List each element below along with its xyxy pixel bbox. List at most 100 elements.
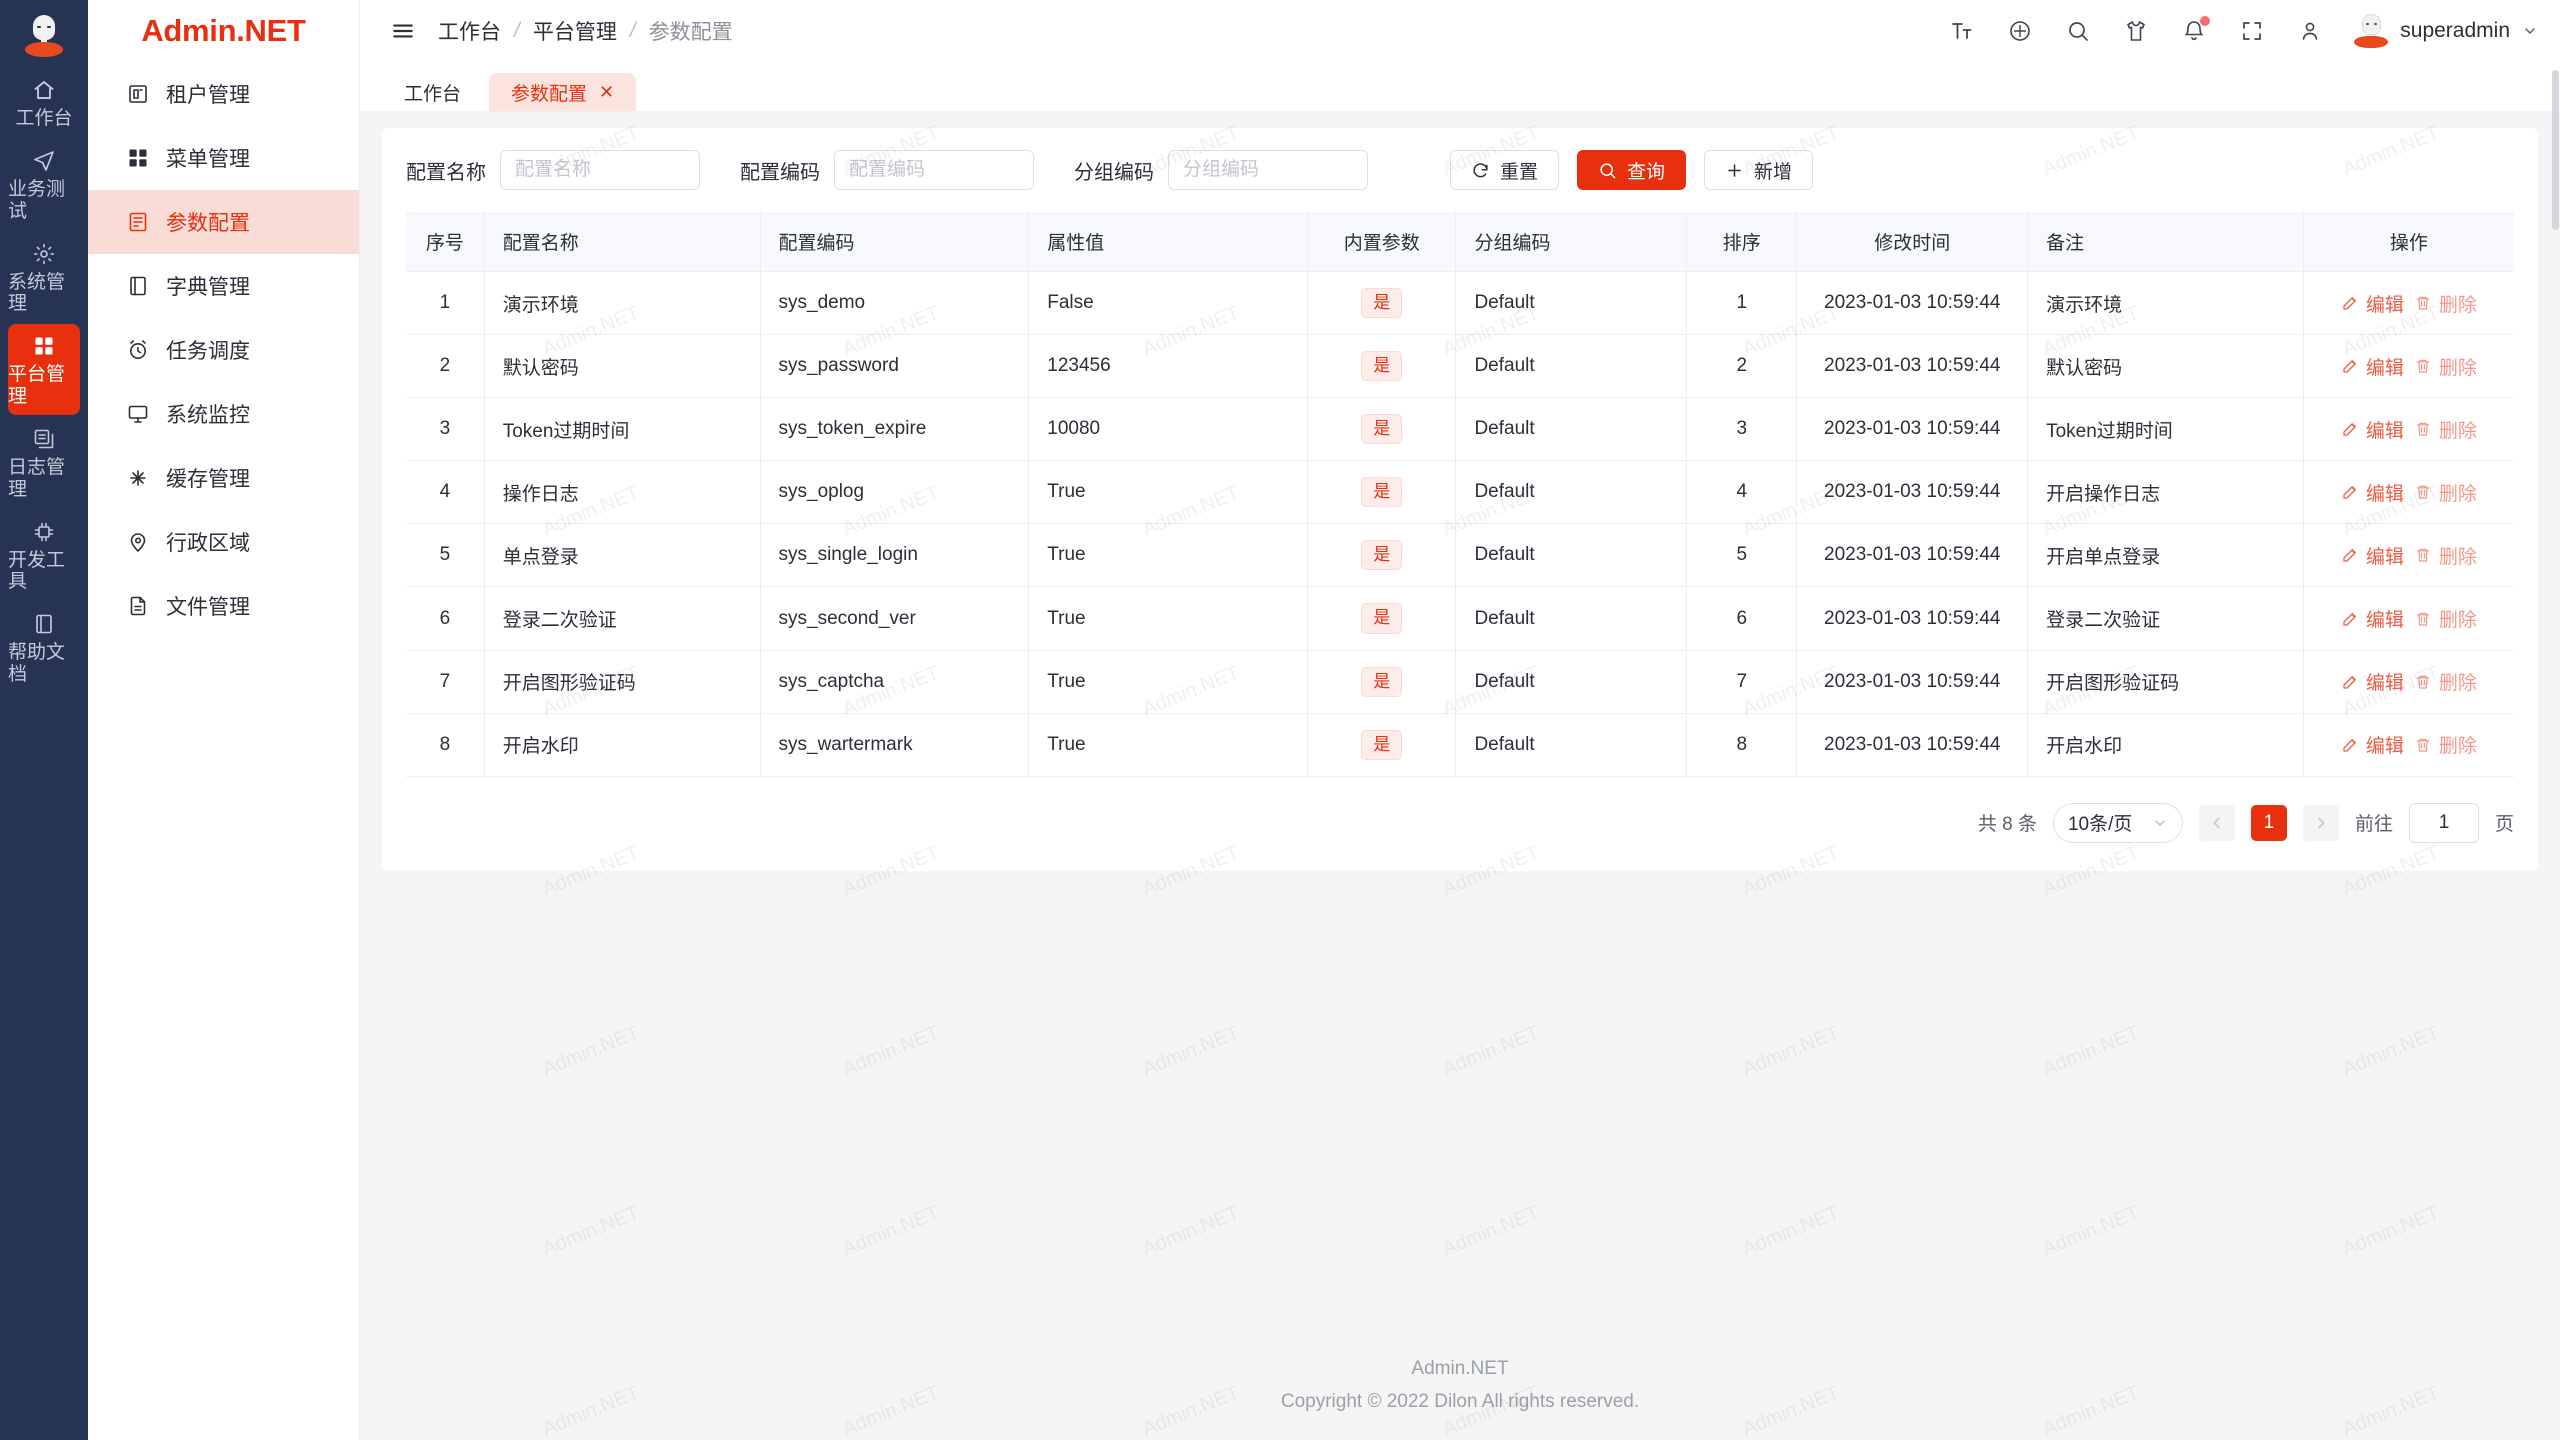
user-menu[interactable]: superadmin bbox=[2354, 14, 2538, 48]
rail-item-4[interactable]: 平台管理 bbox=[8, 324, 80, 415]
cell-code: sys_wartermark bbox=[760, 713, 1030, 777]
main-area: 工作台 / 平台管理 / 参数配置 bbox=[360, 0, 2560, 1440]
filter-group-3: 分组编码 bbox=[1074, 150, 1368, 190]
cell-value: True bbox=[1028, 460, 1309, 525]
cell-idx: 4 bbox=[406, 460, 485, 525]
menu-item-label: 缓存管理 bbox=[166, 468, 250, 491]
menu-item-9[interactable]: 文件管理 bbox=[88, 574, 359, 638]
builtin-tag: 是 bbox=[1361, 603, 1403, 634]
filter-label: 配置编码 bbox=[740, 161, 820, 184]
rail-item-6[interactable]: 开发工具 bbox=[8, 510, 80, 601]
cell-note: 演示环境 bbox=[2027, 271, 2304, 336]
row-actions: 编辑 删除 bbox=[2322, 353, 2496, 380]
cell-group: Default bbox=[1455, 334, 1688, 399]
user-icon[interactable] bbox=[2296, 17, 2324, 45]
menu-item-3[interactable]: 参数配置 bbox=[88, 190, 359, 254]
jump-page-input[interactable] bbox=[2408, 802, 2479, 843]
rail-item-5[interactable]: 日志管理 bbox=[8, 417, 80, 508]
filter-input-2[interactable] bbox=[834, 150, 1034, 190]
filter-input-3[interactable] bbox=[1168, 150, 1368, 190]
edit-button[interactable]: 编辑 bbox=[2341, 479, 2404, 506]
menu-collapse-icon[interactable] bbox=[390, 18, 416, 44]
button-search[interactable]: 查询 bbox=[1577, 150, 1687, 190]
chevron-down-icon bbox=[2155, 820, 2165, 826]
chevron-down-icon[interactable] bbox=[2522, 23, 2538, 39]
delete-button[interactable]: 删除 bbox=[2414, 353, 2477, 380]
edit-label: 编辑 bbox=[2365, 673, 2404, 695]
delete-button[interactable]: 删除 bbox=[2414, 731, 2477, 758]
book-icon bbox=[126, 274, 150, 298]
edit-label: 编辑 bbox=[2365, 420, 2404, 442]
search-icon bbox=[1598, 161, 1617, 180]
cell-operations: 编辑 删除 bbox=[2303, 334, 2514, 399]
delete-button[interactable]: 删除 bbox=[2414, 542, 2477, 569]
breadcrumb-item-2[interactable]: 平台管理 bbox=[532, 21, 617, 44]
rail-item-label: 帮助文档 bbox=[8, 642, 66, 686]
cell-idx: 1 bbox=[406, 271, 485, 336]
page-size-select[interactable]: 10条/页 bbox=[2052, 802, 2183, 843]
page-scrollbar[interactable] bbox=[2552, 70, 2559, 230]
delete-button[interactable]: 删除 bbox=[2414, 668, 2477, 695]
edit-button[interactable]: 编辑 bbox=[2341, 542, 2404, 569]
button-plus[interactable]: 新增 bbox=[1704, 150, 1814, 190]
rail-item-2[interactable]: 业务测试 bbox=[8, 139, 80, 230]
cell-group: Default bbox=[1455, 523, 1688, 588]
menu-item-5[interactable]: 任务调度 bbox=[88, 318, 359, 382]
menu-item-8[interactable]: 行政区域 bbox=[88, 510, 359, 574]
tab-close-icon[interactable]: ✕ bbox=[599, 82, 615, 102]
plus-icon bbox=[1725, 161, 1744, 180]
edit-icon bbox=[2341, 357, 2359, 375]
next-page-button[interactable] bbox=[2302, 804, 2339, 841]
edit-button[interactable]: 编辑 bbox=[2341, 668, 2404, 695]
delete-button[interactable]: 删除 bbox=[2414, 290, 2477, 317]
builtin-tag: 是 bbox=[1361, 414, 1403, 445]
font-size-icon[interactable] bbox=[1948, 17, 1976, 45]
table-row: 3 Token过期时间 sys_token_expire 10080 是 Default 3… bbox=[406, 397, 2514, 462]
edit-button[interactable]: 编辑 bbox=[2341, 731, 2404, 758]
tab-1[interactable]: 工作台 bbox=[382, 73, 483, 111]
edit-button[interactable]: 编辑 bbox=[2341, 353, 2404, 380]
menu-item-label: 文件管理 bbox=[166, 596, 250, 619]
file-icon bbox=[126, 594, 150, 618]
builtin-tag: 是 bbox=[1361, 288, 1403, 319]
delete-label: 删除 bbox=[2438, 483, 2477, 505]
prev-page-button[interactable] bbox=[2198, 804, 2235, 841]
row-actions: 编辑 删除 bbox=[2322, 479, 2496, 506]
edit-button[interactable]: 编辑 bbox=[2341, 605, 2404, 632]
tab-2[interactable]: 参数配置 ✕ bbox=[489, 73, 637, 111]
menu-item-7[interactable]: 缓存管理 bbox=[88, 446, 359, 510]
menu-item-6[interactable]: 系统监控 bbox=[88, 382, 359, 446]
builtin-tag: 是 bbox=[1361, 540, 1403, 571]
pagination: 共 8 条 10条/页 1 前往 页 bbox=[382, 777, 2538, 861]
menu-item-1[interactable]: 租户管理 bbox=[88, 62, 359, 126]
delete-button[interactable]: 删除 bbox=[2414, 416, 2477, 443]
theme-shirt-icon[interactable] bbox=[2122, 17, 2150, 45]
breadcrumb-item-1[interactable]: 工作台 bbox=[438, 21, 501, 44]
column-header-9: 备注 bbox=[2027, 212, 2304, 272]
rail-item-label: 业务测试 bbox=[8, 178, 66, 222]
bell-icon[interactable] bbox=[2180, 16, 2211, 45]
edit-button[interactable]: 编辑 bbox=[2341, 290, 2404, 317]
cell-name: 开启图形验证码 bbox=[484, 650, 761, 714]
delete-button[interactable]: 删除 bbox=[2414, 605, 2477, 632]
delete-label: 删除 bbox=[2438, 357, 2477, 379]
language-icon[interactable] bbox=[2006, 17, 2034, 45]
rail-item-3[interactable]: 系统管理 bbox=[8, 232, 80, 323]
rail-item-1[interactable]: 工作台 bbox=[8, 68, 80, 137]
rail-item-7[interactable]: 帮助文档 bbox=[8, 602, 80, 693]
delete-button[interactable]: 删除 bbox=[2414, 479, 2477, 506]
page-number-1[interactable]: 1 bbox=[2250, 804, 2287, 841]
table-container: 序号 配置名称 配置编码 属性值 内置参数 分组编码 排序 修改时间 备注 操作 1 演示环境 sys… bbox=[382, 212, 2538, 777]
fullscreen-icon[interactable] bbox=[2238, 17, 2266, 45]
edit-button[interactable]: 编辑 bbox=[2341, 416, 2404, 443]
notification-badge-dot bbox=[2200, 16, 2211, 26]
menu-item-2[interactable]: 菜单管理 bbox=[88, 126, 359, 190]
filter-input-1[interactable] bbox=[500, 150, 700, 190]
filter-group-1: 配置名称 bbox=[406, 150, 700, 190]
menu-item-4[interactable]: 字典管理 bbox=[88, 254, 359, 318]
button-refresh[interactable]: 重置 bbox=[1450, 150, 1560, 190]
search-icon[interactable] bbox=[2064, 17, 2092, 45]
table-row: 8 开启水印 sys_wartermark True 是 Default 8 2023-01-… bbox=[406, 713, 2514, 777]
cell-time: 2023-01-03 10:59:44 bbox=[1796, 334, 2029, 399]
